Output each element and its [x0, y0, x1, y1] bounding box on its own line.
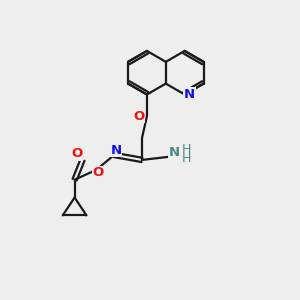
Text: O: O: [134, 110, 145, 123]
Text: N: N: [169, 146, 180, 160]
Text: N: N: [111, 143, 122, 157]
Text: H: H: [182, 142, 191, 155]
Text: O: O: [93, 166, 104, 179]
Text: H: H: [182, 152, 191, 165]
Text: O: O: [71, 148, 82, 160]
Text: N: N: [184, 88, 195, 101]
